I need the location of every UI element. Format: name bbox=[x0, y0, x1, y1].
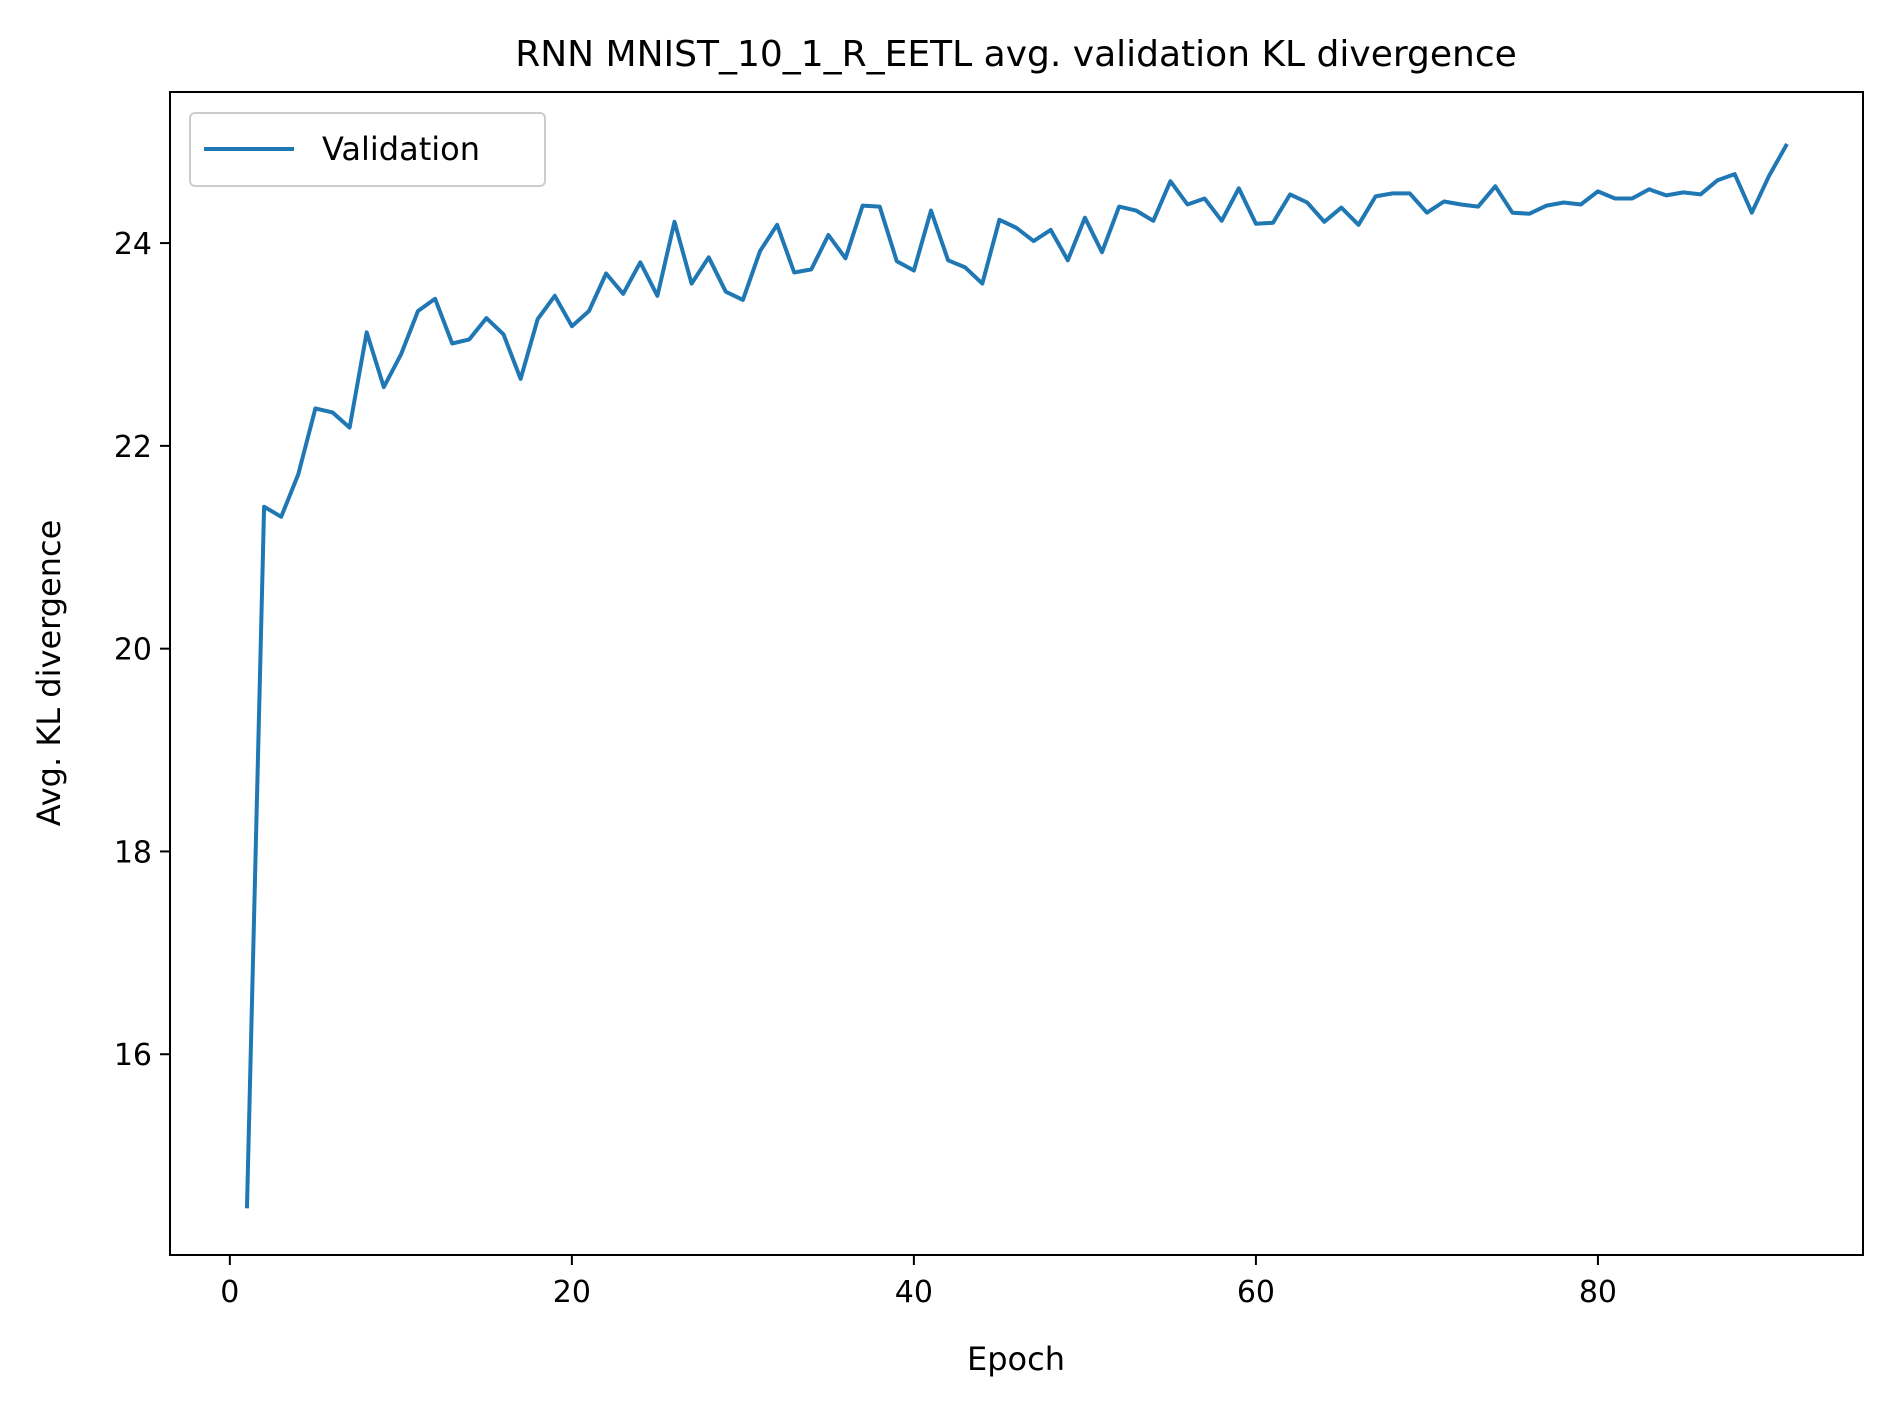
y-axis-label: Avg. KL divergence bbox=[30, 520, 68, 827]
x-axis-label: Epoch bbox=[967, 1340, 1065, 1378]
x-tick-label: 60 bbox=[1237, 1275, 1275, 1310]
y-tick-label: 22 bbox=[114, 430, 152, 465]
x-tick-label: 0 bbox=[220, 1275, 239, 1310]
plot-area-frame bbox=[169, 91, 1864, 1256]
y-tick-label: 18 bbox=[114, 835, 152, 870]
y-tick-label: 24 bbox=[114, 227, 152, 262]
y-tick-label: 16 bbox=[114, 1038, 152, 1073]
plot-series-group bbox=[244, 142, 1789, 1209]
x-tick-label: 40 bbox=[895, 1275, 933, 1310]
series-line-validation bbox=[244, 142, 1789, 1209]
tick-group: 0 20 40 60 80 16 18 20 22 24 bbox=[114, 227, 1617, 1310]
legend-label-validation: Validation bbox=[322, 130, 480, 168]
x-tick-label: 80 bbox=[1579, 1275, 1617, 1310]
legend-box bbox=[189, 112, 546, 187]
x-tick-label: 20 bbox=[553, 1275, 591, 1310]
legend: Validation bbox=[189, 112, 546, 187]
chart-title: RNN MNIST_10_1_R_EETL avg. validation KL… bbox=[515, 34, 1517, 75]
y-tick-label: 20 bbox=[114, 633, 152, 668]
